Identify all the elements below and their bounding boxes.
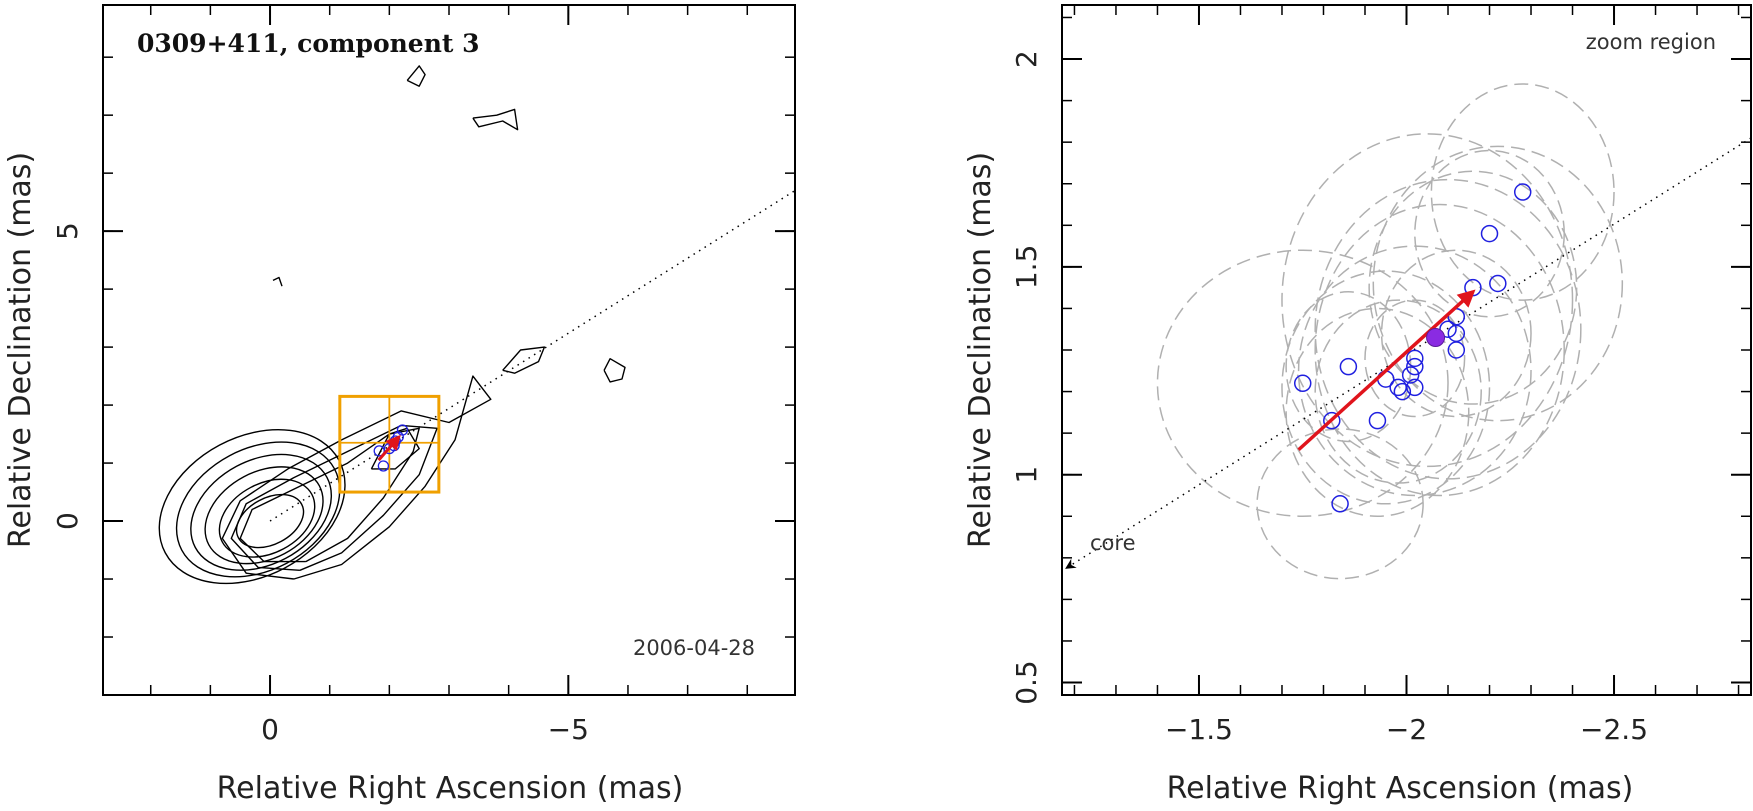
component-position-marker [377, 460, 390, 472]
component-position-marker [1293, 374, 1312, 393]
error-ellipse [1314, 178, 1582, 480]
left-panel: 0 −5 0 5 0309+411, component 3 2006-04-28 R… [3, 4, 796, 806]
jet-contour [221, 375, 492, 580]
right-component-positions [1293, 183, 1532, 513]
left-plot-frame [102, 4, 796, 696]
error-ellipse [1285, 307, 1470, 518]
motion-arrow [1297, 289, 1476, 452]
right-y-tick-label: 2 [1010, 50, 1043, 68]
right-chart-title: zoom region [1586, 30, 1716, 54]
core-contour [235, 493, 305, 549]
left-x-tick-label: −5 [548, 713, 589, 746]
error-ellipse [1368, 170, 1578, 405]
right-y-tick-label: 0.5 [1010, 660, 1043, 705]
right-axis-ticks: −1.5 −2 −2.5 0.5 1 1.5 2 [1010, 5, 1751, 746]
component-position-marker [1513, 183, 1532, 201]
jet-contour [406, 65, 426, 87]
component-position-marker [1480, 224, 1499, 243]
jet-contour [603, 358, 626, 383]
core-contour [204, 466, 324, 565]
error-ellipse [1281, 133, 1574, 468]
core-contour [190, 453, 333, 571]
error-ellipse [1380, 249, 1532, 418]
right-x-tick-label: −1.5 [1165, 713, 1233, 746]
right-x-tick-label: −2.5 [1580, 713, 1648, 746]
core-contour [158, 428, 346, 585]
left-trajectory [269, 189, 796, 522]
error-ellipse [1314, 299, 1482, 484]
core-contour [175, 441, 341, 578]
jet-contour [230, 424, 438, 571]
error-ellipse [1156, 249, 1449, 518]
left-x-tick-label: 0 [261, 713, 279, 746]
left-y-tick-label: 0 [51, 512, 84, 530]
trajectory-line [269, 189, 796, 522]
right-y-axis-label: Relative Declination (mas) [963, 152, 998, 548]
motion-arrow [377, 434, 401, 462]
component-position-marker [1401, 366, 1420, 384]
left-axis-ticks: 0 −5 0 5 [51, 5, 795, 746]
left-chart-title: 0309+411, component 3 [137, 29, 480, 58]
left-y-tick-label: 5 [51, 222, 84, 240]
error-ellipse [1364, 299, 1466, 418]
jet-contour [370, 427, 420, 470]
error-ellipse [1281, 270, 1491, 505]
right-y-tick-label: 1.5 [1010, 245, 1043, 290]
error-ellipse [1430, 83, 1615, 301]
right-error-ellipses [1156, 83, 1624, 580]
jet-contour [239, 427, 420, 563]
left-contours [158, 65, 626, 585]
jet-contour [272, 276, 283, 287]
core-contour [218, 478, 316, 558]
error-ellipse [1256, 428, 1424, 580]
right-x-axis-label: Relative Right Ascension (mas) [1167, 771, 1634, 806]
component-position-marker [1323, 411, 1341, 430]
error-ellipse [1414, 149, 1565, 318]
error-ellipse [1297, 245, 1532, 497]
component-position-marker [1389, 378, 1407, 397]
right-y-tick-label: 1 [1010, 466, 1043, 484]
component-position-marker [1406, 357, 1424, 376]
component-position-marker [1339, 357, 1358, 376]
right-panel: −1.5 −2 −2.5 0.5 1 1.5 2 zoom region core Rela… [963, 4, 1752, 806]
component-position-marker [1406, 378, 1424, 397]
component-position-marker [1489, 274, 1507, 293]
left-x-axis-label: Relative Right Ascension (mas) [217, 771, 684, 806]
left-epoch-label: 2006-04-28 [633, 636, 755, 660]
left-component-positions [373, 424, 409, 472]
component-position-marker [1393, 382, 1412, 401]
jet-contour [502, 346, 546, 374]
component-position-marker [1331, 495, 1349, 513]
component-position-marker [1447, 341, 1466, 359]
core-label: core [1090, 531, 1136, 555]
error-ellipse [1314, 203, 1565, 497]
mean-position-marker [1426, 328, 1446, 348]
component-position-marker [1406, 349, 1424, 368]
left-y-axis-label: Relative Declination (mas) [3, 152, 38, 548]
right-x-tick-label: −2 [1386, 713, 1427, 746]
component-position-marker [1368, 411, 1387, 430]
error-ellipse [1372, 145, 1624, 422]
jet-contour [472, 108, 519, 131]
component-position-marker [396, 424, 409, 436]
